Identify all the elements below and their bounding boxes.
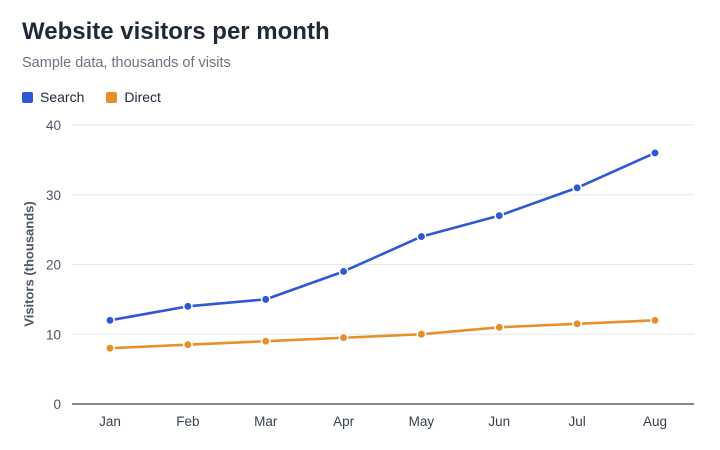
data-point-direct [105,343,115,354]
chart-legend: Search Direct [22,89,161,105]
legend-item-search: Search [22,89,84,105]
data-point-direct [572,318,583,329]
legend-label-search: Search [40,89,85,105]
data-point-search [105,315,115,326]
data-point-direct [182,339,193,350]
data-point-search [182,301,193,312]
legend-item-direct: Direct [106,89,161,105]
data-point-search [338,266,349,277]
legend-label-direct: Direct [124,89,161,105]
y-tick-label: 10 [46,327,61,342]
data-point-search [572,182,583,193]
chart-title: Website visitors per month [22,18,330,45]
legend-swatch-search [22,91,33,103]
x-tick-label: Jan [99,414,121,429]
data-point-search [650,147,660,158]
x-tick-label: Apr [333,414,355,429]
y-tick-label: 0 [53,397,61,412]
series-line-direct [108,318,657,350]
data-point-direct [416,329,427,340]
x-tick-label: Jul [569,414,586,429]
y-tick-label: 30 [46,188,61,203]
series-line-search [108,151,657,322]
y-tick-label: 40 [46,118,61,133]
data-point-direct [338,332,349,343]
x-tick-label: Feb [176,414,199,429]
data-point-direct [494,322,505,333]
data-point-search [494,210,505,221]
x-tick-label: Mar [254,414,278,429]
data-point-search [260,294,271,305]
data-point-search [416,231,427,242]
chart-subtitle: Sample data, thousands of visits [22,55,231,71]
data-point-direct [650,315,660,326]
y-tick-label: 20 [46,258,61,273]
x-tick-label: May [409,414,435,429]
legend-swatch-direct [106,91,118,103]
x-tick-label: Jun [488,414,510,429]
data-point-direct [260,336,271,347]
x-tick-label: Aug [643,414,667,429]
